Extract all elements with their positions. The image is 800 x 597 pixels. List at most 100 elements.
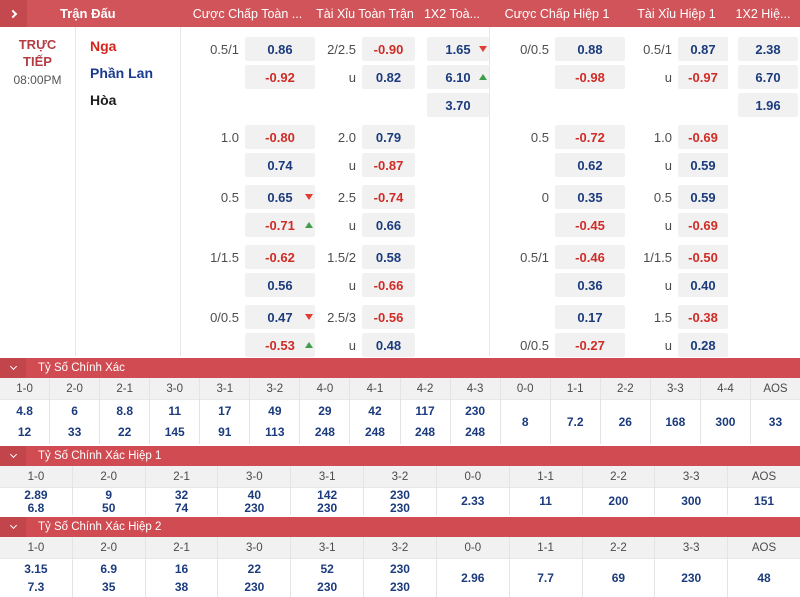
odds-cell[interactable]: -0.69 <box>678 213 728 237</box>
score-odds[interactable]: 52 <box>320 562 334 576</box>
score-odds[interactable]: 200 <box>608 494 629 508</box>
score-odds[interactable]: 7.3 <box>27 580 45 594</box>
odds-cell[interactable]: 0.59 <box>678 185 728 209</box>
score-odds[interactable]: 230 <box>244 580 265 594</box>
odds-cell[interactable]: 0.82 <box>362 65 415 89</box>
odds-cell[interactable]: -0.45 <box>555 213 625 237</box>
score-odds[interactable]: 230 <box>465 404 486 418</box>
odds-cell[interactable]: -0.53 <box>245 333 315 357</box>
odds-cell[interactable]: 0.47 <box>245 305 315 329</box>
score-odds[interactable]: 8.8 <box>116 404 133 418</box>
odds-cell[interactable]: 2.38 <box>738 37 798 61</box>
odds-cell[interactable]: -0.80 <box>245 125 315 149</box>
odds-cell[interactable]: -0.66 <box>362 273 415 297</box>
score-odds[interactable]: 145 <box>164 425 185 439</box>
score-odds[interactable]: 248 <box>314 425 335 439</box>
odds-cell[interactable]: -0.97 <box>678 65 728 89</box>
odds-cell[interactable]: -0.46 <box>555 245 625 269</box>
score-odds[interactable]: 2.89 <box>24 487 48 502</box>
odds-cell[interactable]: 0.86 <box>245 37 315 61</box>
odds-cell[interactable]: 0.58 <box>362 245 415 269</box>
score-odds[interactable]: 33 <box>768 414 783 429</box>
score-odds[interactable]: 142 <box>317 487 338 502</box>
score-odds[interactable]: 69 <box>611 571 626 585</box>
score-odds[interactable]: 248 <box>364 425 385 439</box>
score-odds[interactable]: 42 <box>368 404 382 418</box>
section-header[interactable]: Tỷ Số Chính Xác Hiệp 2 <box>0 517 800 537</box>
score-odds[interactable]: 7.7 <box>537 571 554 585</box>
score-odds[interactable]: 2.96 <box>461 571 485 585</box>
odds-cell[interactable]: 1.96 <box>738 93 798 117</box>
score-odds[interactable]: 9 <box>105 487 113 502</box>
odds-cell[interactable]: 0.48 <box>362 333 415 357</box>
odds-cell[interactable]: -0.50 <box>678 245 728 269</box>
score-odds[interactable]: 117 <box>415 404 435 418</box>
score-odds[interactable]: 48 <box>757 571 771 585</box>
score-odds[interactable]: 7.2 <box>566 414 584 429</box>
odds-cell[interactable]: 6.10 <box>427 65 489 89</box>
odds-cell[interactable]: 1.65 <box>427 37 489 61</box>
score-odds[interactable]: 2.33 <box>461 494 485 508</box>
odds-cell[interactable]: 0.62 <box>555 153 625 177</box>
odds-cell[interactable]: 0.17 <box>555 305 625 329</box>
score-odds[interactable]: 49 <box>268 404 282 418</box>
score-odds[interactable]: 22 <box>117 425 132 439</box>
score-odds[interactable]: 6.9 <box>100 562 118 576</box>
odds-cell[interactable]: -0.87 <box>362 153 415 177</box>
score-odds[interactable]: 38 <box>174 580 189 594</box>
score-odds[interactable]: 300 <box>715 414 736 429</box>
odds-cell[interactable]: 0.40 <box>678 273 728 297</box>
odds-cell[interactable]: -0.71 <box>245 213 315 237</box>
collapse-button[interactable] <box>0 358 26 378</box>
score-odds[interactable]: 16 <box>174 562 189 576</box>
odds-cell[interactable]: 0.74 <box>245 153 315 177</box>
score-odds[interactable]: 50 <box>102 500 116 515</box>
odds-cell[interactable]: -0.72 <box>555 125 625 149</box>
score-odds[interactable]: 22 <box>247 562 262 576</box>
odds-cell[interactable]: 0.65 <box>245 185 315 209</box>
odds-cell[interactable]: 0.59 <box>678 153 728 177</box>
score-odds[interactable]: 230 <box>389 580 410 594</box>
section-header[interactable]: Tỷ Số Chính Xác <box>0 358 800 378</box>
score-odds[interactable]: 40 <box>247 487 262 502</box>
score-odds[interactable]: 6 <box>71 404 78 418</box>
odds-cell[interactable]: -0.62 <box>245 245 315 269</box>
score-odds[interactable]: 151 <box>754 494 775 508</box>
odds-cell[interactable]: -0.74 <box>362 185 415 209</box>
odds-cell[interactable]: 0.35 <box>555 185 625 209</box>
score-odds[interactable]: 4.8 <box>16 404 33 418</box>
score-odds[interactable]: 32 <box>174 487 189 502</box>
score-odds[interactable]: 230 <box>389 562 410 576</box>
odds-cell[interactable]: -0.90 <box>362 37 415 61</box>
odds-cell[interactable]: 0.56 <box>245 273 315 297</box>
score-odds[interactable]: 11 <box>168 404 182 418</box>
expand-button[interactable] <box>0 0 27 27</box>
score-odds[interactable]: 230 <box>389 487 410 502</box>
odds-cell[interactable]: 0.36 <box>555 273 625 297</box>
odds-cell[interactable]: -0.69 <box>678 125 728 149</box>
score-odds[interactable]: 248 <box>415 425 436 439</box>
odds-cell[interactable]: 0.88 <box>555 37 625 61</box>
odds-cell[interactable]: 3.70 <box>427 93 489 117</box>
score-odds[interactable]: 230 <box>681 571 702 585</box>
section-header[interactable]: Tỷ Số Chính Xác Hiệp 1 <box>0 446 800 466</box>
score-odds[interactable]: 8 <box>521 414 529 429</box>
odds-cell[interactable]: 0.79 <box>362 125 415 149</box>
odds-cell[interactable]: -0.92 <box>245 65 315 89</box>
score-odds[interactable]: 230 <box>389 500 410 515</box>
score-odds[interactable]: 230 <box>317 500 338 515</box>
score-odds[interactable]: 33 <box>67 425 82 439</box>
odds-cell[interactable]: -0.98 <box>555 65 625 89</box>
score-odds[interactable]: 6.8 <box>27 500 45 515</box>
score-odds[interactable]: 11 <box>539 494 552 508</box>
score-odds[interactable]: 168 <box>665 414 686 429</box>
score-odds[interactable]: 29 <box>318 404 332 418</box>
collapse-button[interactable] <box>0 517 26 537</box>
odds-cell[interactable]: 0.87 <box>678 37 728 61</box>
odds-cell[interactable]: -0.27 <box>555 333 625 357</box>
score-odds[interactable]: 17 <box>218 404 232 418</box>
score-odds[interactable]: 248 <box>465 425 486 439</box>
odds-cell[interactable]: -0.38 <box>678 305 728 329</box>
score-odds[interactable]: 113 <box>265 425 285 439</box>
odds-cell[interactable]: -0.56 <box>362 305 415 329</box>
